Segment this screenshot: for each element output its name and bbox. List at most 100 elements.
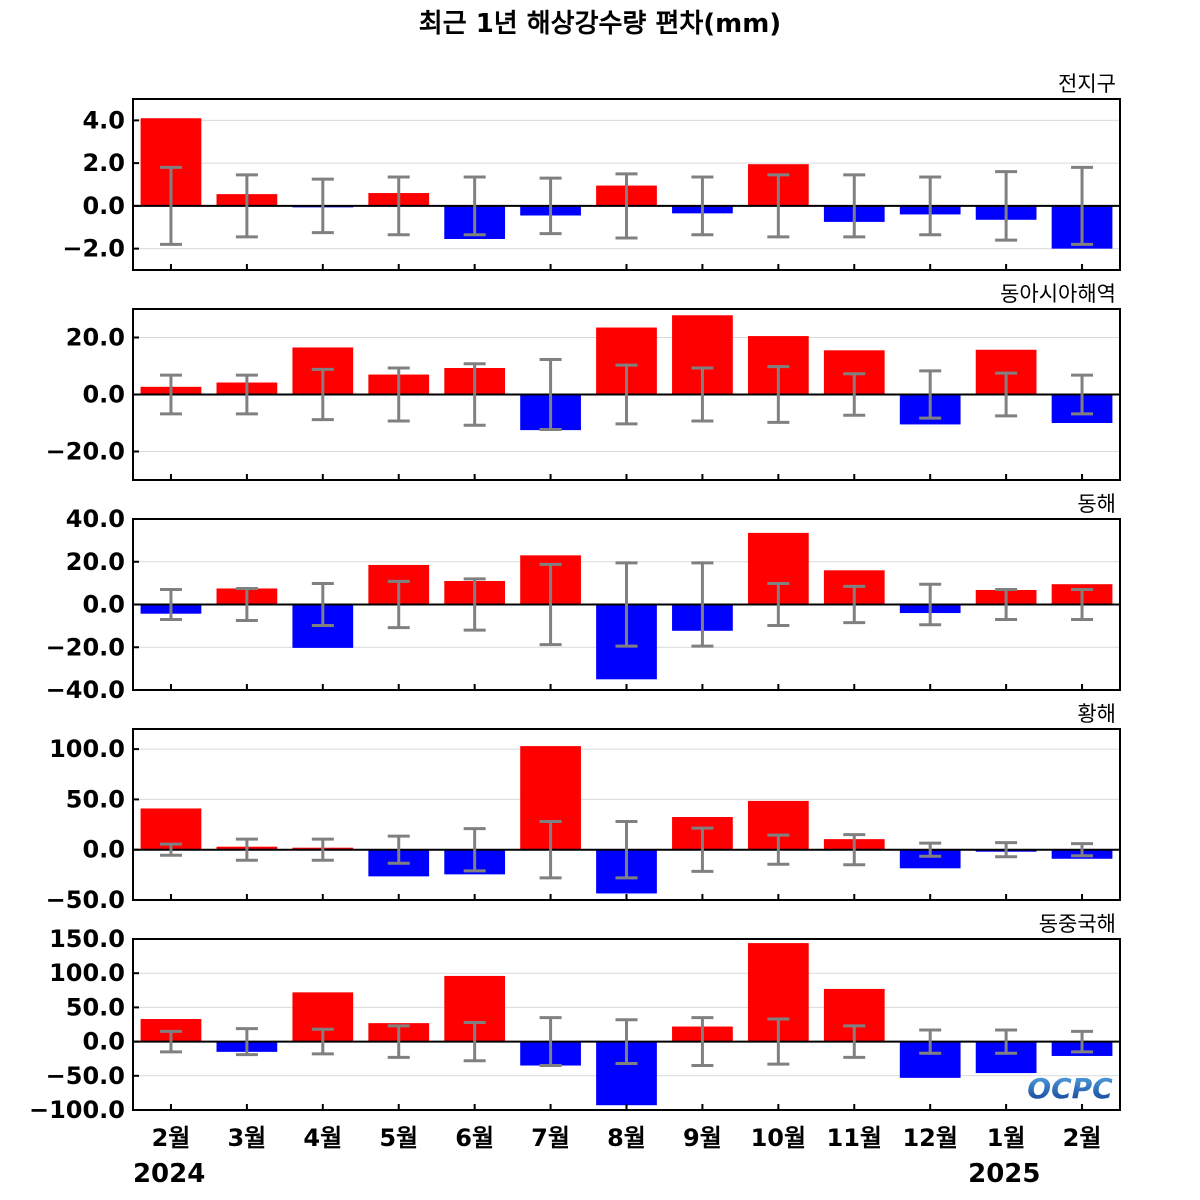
error-bar-5 — [463, 577, 486, 632]
x-tick-label: 2월 — [152, 1124, 191, 1152]
x-axis-labels: 2월 3월 4월 5월 6월 7월 8월 9월 10월 11월 12월 1월 2월 — [152, 1124, 1102, 1152]
error-bar-11 — [919, 582, 942, 627]
x-tick-label: 10월 — [751, 1124, 806, 1152]
y-tick-label: 150.0 — [49, 925, 125, 953]
x-tick-label: 6월 — [455, 1124, 494, 1152]
error-bar-8 — [691, 366, 714, 423]
error-bar-4 — [387, 175, 410, 237]
error-bar-3 — [311, 367, 334, 422]
error-bar-6 — [539, 1016, 562, 1068]
error-bar-5 — [463, 827, 486, 873]
panel-label: 동해 — [1077, 492, 1116, 516]
y-tick-label: −20.0 — [46, 633, 125, 661]
error-bar-11 — [919, 175, 942, 237]
error-bar-6 — [539, 357, 562, 432]
error-bar-9 — [767, 833, 790, 866]
x-tick-label: 4월 — [303, 1124, 342, 1152]
error-bar-2 — [235, 586, 258, 623]
error-bar-8 — [691, 1016, 714, 1068]
y-tick-label: 100.0 — [49, 735, 125, 763]
error-bar-3 — [311, 1027, 334, 1056]
error-bar-8 — [691, 561, 714, 648]
panel-3: −40.0 −20.0 0.0 20.0 40.0 동해 — [46, 492, 1121, 704]
x-tick-label: 3월 — [227, 1124, 266, 1152]
y-tick-label: 0.0 — [82, 192, 125, 220]
error-bar-9 — [767, 582, 790, 627]
error-bar-4 — [387, 366, 410, 423]
error-bar-13 — [1071, 165, 1094, 246]
panel-label: 동아시아해역 — [1000, 282, 1116, 306]
bar-11 — [899, 849, 961, 869]
error-bar-3 — [311, 582, 334, 627]
y-tick-label: −100.0 — [29, 1096, 125, 1124]
y-tick-label: 50.0 — [66, 993, 125, 1021]
error-bar-13 — [1071, 1029, 1094, 1054]
error-bar-6 — [539, 562, 562, 647]
panel-1: −2.0 0.0 2.0 4.0 전지구 — [62, 72, 1121, 271]
error-bar-12 — [995, 588, 1018, 621]
y-tick-label: 0.0 — [82, 591, 125, 619]
error-bar-10 — [843, 584, 866, 625]
error-bar-2 — [235, 837, 258, 862]
error-bar-7 — [615, 1018, 638, 1065]
panels: −2.00.02.04.0전지구−20.00.020.0동아시아해역−40.0−… — [29, 72, 1121, 1124]
error-bar-6 — [539, 176, 562, 236]
error-bar-13 — [1071, 842, 1094, 858]
error-bar-7 — [615, 820, 638, 880]
error-bar-1 — [159, 165, 182, 246]
error-bar-2 — [235, 1027, 258, 1057]
x-tick-label: 2월 — [1063, 1124, 1102, 1152]
error-bar-12 — [995, 1028, 1018, 1055]
x-tick-label: 11월 — [827, 1124, 882, 1152]
y-tick-label: −50.0 — [46, 1062, 125, 1090]
year-labels: 2024 2025 — [133, 1159, 1041, 1189]
y-tick-label: 0.0 — [82, 836, 125, 864]
ocpc-logo: OCPC — [1027, 1072, 1113, 1105]
error-bar-12 — [995, 371, 1018, 418]
panel-5: −100.0 −50.0 0.0 50.0 100.0 150.0 동중국해 — [29, 912, 1121, 1124]
y-tick-label: −2.0 — [62, 235, 125, 263]
x-tick-label: 8월 — [607, 1124, 646, 1152]
y-tick-label: 20.0 — [66, 548, 125, 576]
x-tick-label: 9월 — [683, 1124, 722, 1152]
error-bar-2 — [235, 373, 258, 416]
error-bar-10 — [843, 173, 866, 239]
panel-2: −20.0 0.0 20.0 동아시아해역 — [46, 282, 1121, 481]
x-tick-label: 1월 — [987, 1124, 1026, 1152]
year-label: 2025 — [968, 1159, 1040, 1189]
error-bar-4 — [387, 834, 410, 865]
error-bar-8 — [691, 826, 714, 873]
y-tick-label: 0.0 — [82, 381, 125, 409]
error-bar-1 — [159, 588, 182, 621]
error-bar-3 — [311, 837, 334, 862]
error-bar-11 — [919, 369, 942, 420]
error-bar-9 — [767, 173, 790, 239]
error-bar-1 — [159, 842, 182, 857]
error-bar-1 — [159, 373, 182, 416]
error-bar-4 — [387, 579, 410, 630]
panel-4: −50.0 0.0 50.0 100.0 황해 — [46, 702, 1121, 914]
y-tick-label: 2.0 — [82, 149, 125, 177]
panel-label: 동중국해 — [1039, 912, 1116, 936]
y-tick-label: 20.0 — [66, 324, 125, 352]
year-label: 2024 — [133, 1159, 205, 1189]
y-tick-label: −20.0 — [46, 438, 125, 466]
error-bar-9 — [767, 1017, 790, 1066]
error-bar-1 — [159, 1029, 182, 1054]
error-bar-12 — [995, 841, 1018, 859]
panel-label: 황해 — [1077, 702, 1116, 726]
error-bar-3 — [311, 177, 334, 235]
error-bar-13 — [1071, 373, 1094, 416]
error-bar-11 — [919, 1028, 942, 1055]
error-bar-9 — [767, 365, 790, 424]
error-bar-10 — [843, 372, 866, 417]
y-tick-label: 100.0 — [49, 959, 125, 987]
error-bar-7 — [615, 172, 638, 240]
figure-title: 최근 1년 해상강수량 편차(mm) — [419, 9, 781, 39]
error-bar-7 — [615, 363, 638, 426]
error-bar-11 — [919, 841, 942, 858]
error-bar-10 — [843, 833, 866, 867]
panel-label: 전지구 — [1058, 72, 1116, 96]
x-tick-label: 12월 — [902, 1124, 957, 1152]
error-bar-5 — [463, 362, 486, 427]
